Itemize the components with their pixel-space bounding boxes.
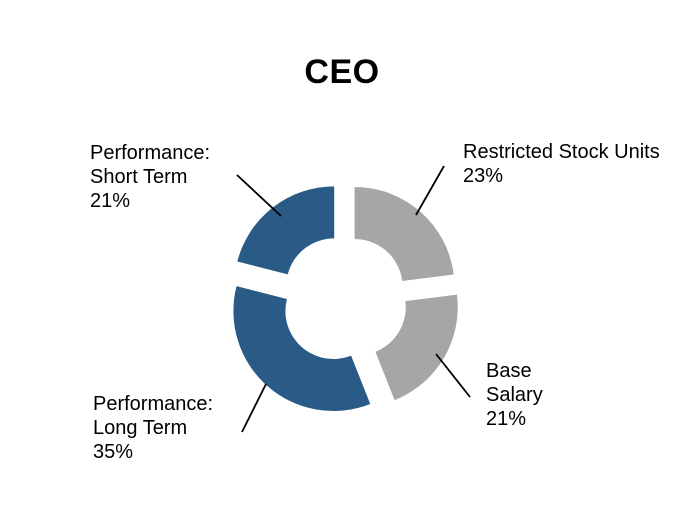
label-line: Salary <box>486 384 543 406</box>
leader-line-restricted-stock-units <box>415 165 445 216</box>
label-line: Long Term <box>93 417 188 439</box>
donut-slice-performance-short-term <box>237 186 335 275</box>
label-performance-short-term: Performance: Short Term 21% <box>90 141 210 213</box>
leader-line-base-salary <box>435 353 471 398</box>
label-line: 23% <box>463 165 504 187</box>
chart-title: CEO <box>304 53 380 91</box>
label-base-salary: Base Salary 21% <box>486 359 543 431</box>
label-performance-long-term: Performance: Long Term 35% <box>93 392 213 464</box>
label-line: Performance: <box>93 393 214 415</box>
label-line: 21% <box>90 190 131 212</box>
label-restricted-stock-units: Restricted Stock Units 23% <box>463 140 660 188</box>
label-line: 35% <box>93 441 134 463</box>
label-line: Restricted Stock Units <box>463 141 660 163</box>
donut-slice-restricted-stock-units <box>354 187 454 281</box>
leader-line-performance-long-term <box>241 383 267 433</box>
label-line: Base <box>486 360 532 382</box>
label-line: 21% <box>486 408 527 430</box>
label-line: Short Term <box>90 166 188 188</box>
donut-slice-performance-long-term <box>233 286 371 412</box>
donut-slice-base-salary <box>375 294 458 401</box>
leader-line-performance-short-term <box>236 174 282 217</box>
label-line: Performance: <box>90 142 211 164</box>
